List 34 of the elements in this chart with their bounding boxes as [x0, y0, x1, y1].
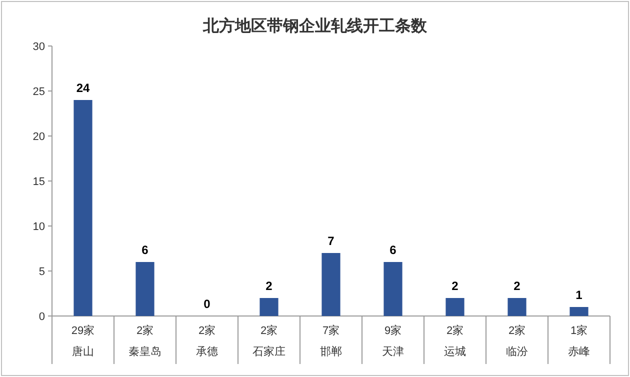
x-tick-label: 2家秦皇岛: [128, 324, 162, 358]
data-label: 6: [142, 243, 149, 257]
x-tick-label: 29家唐山: [71, 324, 95, 358]
data-label: 2: [452, 279, 459, 293]
bar: [74, 100, 92, 316]
y-tick-label: 10: [32, 221, 45, 233]
data-label: 24: [76, 81, 90, 95]
data-label: 7: [328, 234, 335, 248]
y-tick-label: 5: [38, 266, 45, 278]
bar: [322, 253, 340, 316]
y-tick-label: 25: [32, 86, 45, 98]
chart-title: 北方地区带钢企业轧线开工条数: [202, 16, 428, 35]
y-tick-label: 30: [32, 41, 45, 53]
x-tick-label: 2家承德: [196, 324, 218, 358]
x-tick-label: 1家赤峰: [568, 324, 590, 358]
bar: [508, 298, 526, 316]
x-tick-label: 9家天津: [382, 324, 404, 358]
x-tick-label: 2家运城: [444, 324, 466, 358]
x-tick-label: 2家石家庄: [252, 324, 286, 358]
data-label: 0: [204, 297, 211, 311]
y-tick-label: 20: [32, 131, 45, 143]
data-label: 2: [514, 279, 521, 293]
bar: [260, 298, 278, 316]
x-tick-label: 7家邯郸: [320, 324, 342, 358]
y-tick-label: 15: [32, 176, 45, 188]
data-label: 2: [266, 279, 273, 293]
bar: [446, 298, 464, 316]
y-tick-label: 0: [38, 311, 45, 323]
data-label: 6: [390, 243, 397, 257]
bar: [570, 307, 588, 316]
x-tick-label: 2家临汾: [506, 324, 528, 358]
bar: [384, 262, 402, 316]
data-label: 1: [576, 288, 583, 302]
bar: [136, 262, 154, 316]
